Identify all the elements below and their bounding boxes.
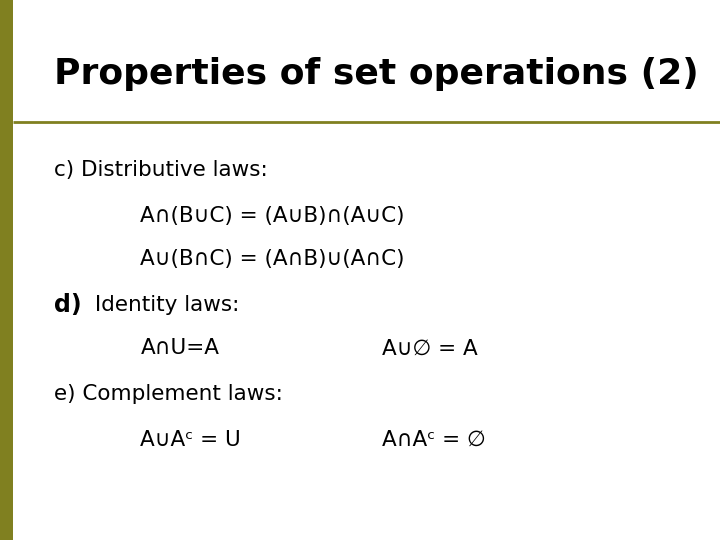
Text: Identity laws:: Identity laws:	[88, 295, 239, 315]
Text: e) Complement laws:: e) Complement laws:	[54, 384, 283, 404]
Bar	[0, 0, 13, 540]
Text: A∪∅ = A: A∪∅ = A	[382, 338, 477, 359]
Text: A∩Aᶜ = ∅: A∩Aᶜ = ∅	[382, 430, 485, 450]
Text: A∪(B∩C) = (A∩B)∪(A∩C): A∪(B∩C) = (A∩B)∪(A∩C)	[140, 249, 405, 269]
Text: A∪Aᶜ = U: A∪Aᶜ = U	[140, 430, 241, 450]
Text: A∩(B∪C) = (A∪B)∩(A∪C): A∩(B∪C) = (A∪B)∩(A∪C)	[140, 206, 405, 226]
Text: c) Distributive laws:: c) Distributive laws:	[54, 160, 268, 180]
Text: Properties of set operations (2): Properties of set operations (2)	[54, 57, 698, 91]
Text: d): d)	[54, 293, 81, 317]
Text: A∩U=A: A∩U=A	[140, 338, 220, 359]
